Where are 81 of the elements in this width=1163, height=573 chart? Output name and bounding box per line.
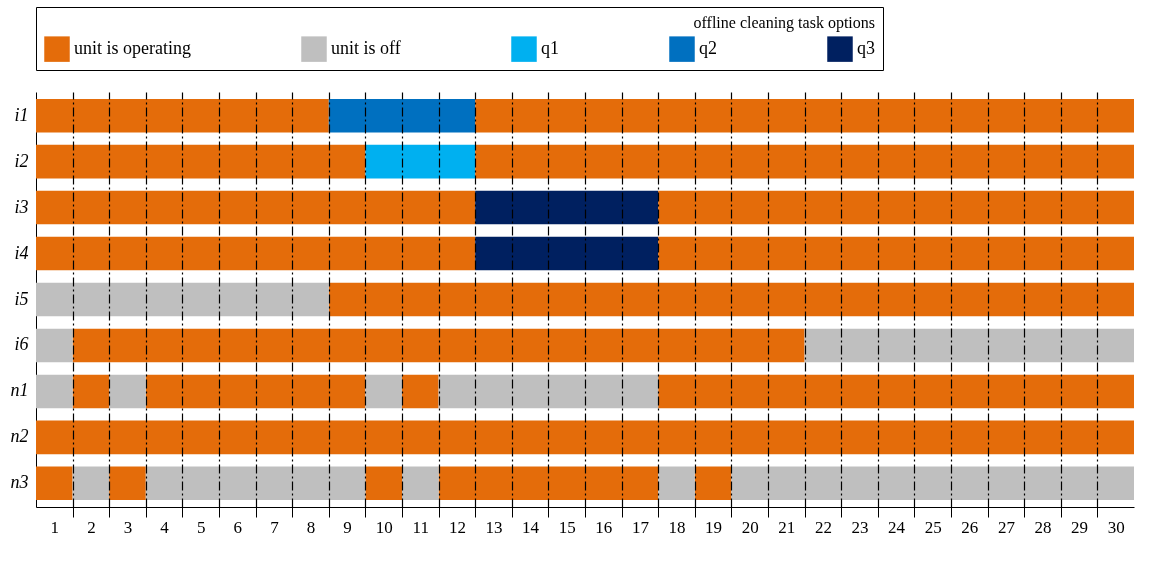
- bar: [36, 144, 366, 179]
- legend-label: q2: [699, 38, 717, 59]
- x-tick-label: 5: [196, 517, 206, 537]
- x-tick-label: 13: [485, 517, 503, 537]
- bar: [475, 190, 659, 225]
- bar: [72, 328, 805, 363]
- x-tick-label: 14: [522, 517, 540, 537]
- bar: [658, 236, 1134, 271]
- y-tick-label: i1: [14, 104, 29, 125]
- x-tick-label: 16: [595, 517, 613, 537]
- bar: [36, 420, 1134, 455]
- x-tick-label: 3: [123, 517, 133, 537]
- y-tick-label: i5: [14, 288, 29, 309]
- x-tick-label: 4: [160, 517, 170, 537]
- bar: [658, 374, 1134, 409]
- x-tick-label: 1: [50, 517, 60, 537]
- bar: [145, 374, 366, 409]
- bar: [402, 374, 439, 409]
- x-tick-label: 18: [668, 517, 686, 537]
- x-tick-label: 8: [306, 517, 316, 537]
- x-tick-label: 10: [375, 517, 393, 537]
- bar: [438, 466, 659, 501]
- x-tick-label: 29: [1071, 517, 1089, 537]
- bar: [36, 282, 329, 317]
- x-tick-label: 26: [961, 517, 979, 537]
- legend-label: q3: [857, 38, 875, 59]
- bar: [36, 374, 73, 409]
- x-tick-label: 20: [741, 517, 759, 537]
- y-tick-label: n2: [10, 426, 29, 447]
- x-tick-label: 9: [343, 517, 352, 537]
- y-tick-label: n1: [10, 380, 29, 401]
- legend-label: unit is operating: [74, 38, 191, 59]
- bar: [475, 236, 659, 271]
- y-tick-label: i2: [14, 150, 29, 171]
- bar: [72, 466, 110, 501]
- x-tick-label: 19: [705, 517, 723, 537]
- bar: [145, 466, 366, 501]
- bar: [365, 466, 402, 501]
- x-tick-label: 7: [270, 517, 280, 537]
- x-tick-label: 6: [233, 517, 243, 537]
- bar: [475, 98, 1134, 133]
- x-tick-label: 2: [87, 517, 96, 537]
- legend-label: q1: [541, 38, 559, 59]
- bar: [36, 236, 476, 271]
- bar: [36, 98, 329, 133]
- x-tick-label: 11: [412, 517, 429, 537]
- bar: [365, 374, 402, 409]
- x-tick-label: 15: [558, 517, 576, 537]
- bar: [72, 374, 110, 409]
- x-tick-label: 25: [924, 517, 942, 537]
- bar: [658, 190, 1134, 225]
- bar: [328, 282, 1134, 317]
- bar: [365, 144, 476, 179]
- bar: [402, 466, 439, 501]
- bar: [438, 374, 659, 409]
- bar: [36, 466, 73, 501]
- bar: [36, 190, 476, 225]
- legend-label: unit is off: [331, 38, 401, 59]
- x-tick-label: 22: [814, 517, 832, 537]
- bar: [475, 144, 1134, 179]
- x-tick-label: 28: [1034, 517, 1052, 537]
- x-tick-label: 17: [631, 517, 650, 537]
- x-tick-label: 21: [778, 517, 796, 537]
- bar: [731, 466, 1134, 501]
- bar: [36, 328, 73, 363]
- x-tick-label: 30: [1107, 517, 1125, 537]
- bar: [328, 98, 476, 133]
- bar: [109, 466, 146, 501]
- bar: [109, 374, 146, 409]
- y-tick-label: i3: [14, 196, 29, 217]
- bar: [804, 328, 1134, 363]
- y-tick-label: i6: [14, 334, 29, 355]
- y-tick-label: i4: [14, 242, 29, 263]
- bar: [694, 466, 732, 501]
- y-tick-label: n3: [10, 472, 29, 493]
- x-tick-label: 23: [851, 517, 869, 537]
- x-tick-label: 12: [448, 517, 466, 537]
- legend-title: offline cleaning task options: [693, 14, 875, 32]
- bar: [658, 466, 695, 501]
- x-tick-label: 27: [997, 517, 1016, 537]
- x-tick-label: 24: [888, 517, 906, 537]
